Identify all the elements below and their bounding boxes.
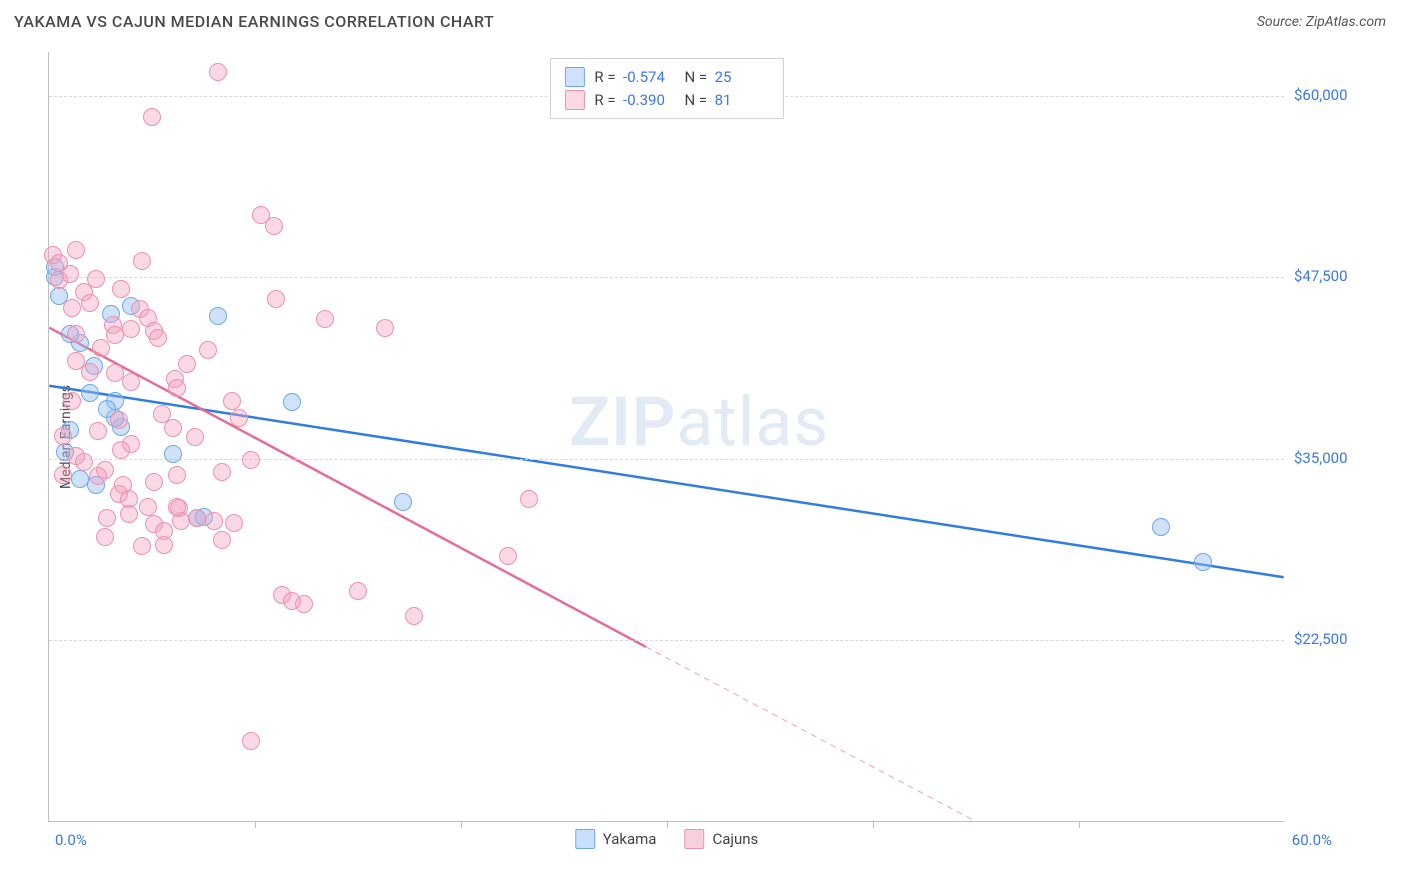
- scatter-point: [1194, 553, 1212, 571]
- scatter-point: [209, 307, 227, 325]
- scatter-point: [54, 427, 72, 445]
- scatter-point: [63, 392, 81, 410]
- scatter-point: [265, 217, 283, 235]
- scatter-point: [283, 592, 301, 610]
- legend-stats-row: R = -0.390 N = 81: [564, 89, 768, 112]
- scatter-point: [112, 280, 130, 298]
- x-tick: [873, 821, 874, 828]
- scatter-point: [89, 422, 107, 440]
- scatter-point: [1152, 518, 1170, 536]
- scatter-point: [499, 547, 517, 565]
- scatter-point: [143, 108, 161, 126]
- legend-swatch: [564, 67, 584, 87]
- scatter-point: [92, 339, 110, 357]
- scatter-point: [89, 467, 107, 485]
- x-label-max: 60.0%: [1292, 831, 1332, 849]
- scatter-point: [168, 379, 186, 397]
- x-label-min: 0.0%: [55, 831, 87, 849]
- scatter-point: [122, 320, 140, 338]
- x-tick: [667, 821, 668, 828]
- legend-swatch: [564, 90, 584, 110]
- x-tick: [461, 821, 462, 828]
- scatter-point: [149, 329, 167, 347]
- scatter-point: [520, 490, 538, 508]
- scatter-point: [50, 271, 68, 289]
- scatter-point: [81, 294, 99, 312]
- scatter-point: [145, 473, 163, 491]
- scatter-point: [283, 393, 301, 411]
- scatter-point: [67, 325, 85, 343]
- y-tick-label: $47,500: [1294, 267, 1394, 285]
- y-tick-label: $60,000: [1294, 86, 1394, 104]
- scatter-point: [349, 582, 367, 600]
- scatter-point: [98, 509, 116, 527]
- scatter-point: [213, 531, 231, 549]
- scatter-point: [316, 310, 334, 328]
- scatter-point: [81, 384, 99, 402]
- scatter-point: [188, 509, 206, 527]
- scatter-point: [71, 470, 89, 488]
- legend-item: Cajuns: [684, 829, 758, 849]
- scatter-point: [67, 447, 85, 465]
- scatter-point: [205, 512, 223, 530]
- scatter-point: [213, 463, 231, 481]
- scatter-point: [242, 732, 260, 750]
- scatter-point: [164, 445, 182, 463]
- scatter-point: [122, 373, 140, 391]
- gridline: [49, 640, 1284, 641]
- chart-source: Source: ZipAtlas.com: [1257, 14, 1386, 30]
- scatter-point: [199, 341, 217, 359]
- scatter-point: [54, 466, 72, 484]
- legend-stats: R = -0.574 N = 25R = -0.390 N = 81: [549, 58, 783, 119]
- legend-label: Cajuns: [712, 830, 758, 848]
- scatter-point: [405, 607, 423, 625]
- scatter-point: [67, 352, 85, 370]
- scatter-point: [168, 466, 186, 484]
- scatter-point: [186, 428, 204, 446]
- scatter-point: [106, 364, 124, 382]
- chart-header: YAKAMA VS CAJUN MEDIAN EARNINGS CORRELAT…: [0, 0, 1406, 39]
- scatter-point: [139, 498, 157, 516]
- scatter-point: [133, 252, 151, 270]
- scatter-point: [120, 505, 138, 523]
- chart-plot-area: Median Earnings ZIPatlas 0.0% 60.0% $22,…: [48, 52, 1284, 822]
- x-tick: [255, 821, 256, 828]
- legend-stats-row: R = -0.574 N = 25: [564, 66, 768, 89]
- x-tick: [1079, 821, 1080, 828]
- scatter-point: [230, 409, 248, 427]
- legend-item: Yakama: [575, 829, 657, 849]
- scatter-point: [168, 498, 186, 516]
- scatter-point: [110, 411, 128, 429]
- legend-series: Yakama Cajuns: [575, 829, 759, 849]
- legend-swatch: [684, 829, 704, 849]
- scatter-point: [376, 319, 394, 337]
- regression-lines: [49, 52, 1284, 821]
- scatter-point: [242, 451, 260, 469]
- scatter-point: [267, 290, 285, 308]
- chart-title: YAKAMA VS CAJUN MEDIAN EARNINGS CORRELAT…: [14, 12, 494, 31]
- watermark: ZIPatlas: [569, 382, 829, 462]
- y-tick-label: $35,000: [1294, 449, 1394, 467]
- scatter-point: [394, 493, 412, 511]
- scatter-point: [164, 419, 182, 437]
- scatter-point: [63, 299, 81, 317]
- legend-swatch: [575, 829, 595, 849]
- scatter-point: [96, 528, 114, 546]
- scatter-point: [87, 270, 105, 288]
- scatter-point: [223, 392, 241, 410]
- legend-label: Yakama: [603, 830, 657, 848]
- scatter-point: [209, 63, 227, 81]
- scatter-point: [225, 514, 243, 532]
- gridline: [49, 277, 1284, 278]
- scatter-point: [133, 537, 151, 555]
- scatter-point: [178, 355, 196, 373]
- gridline: [49, 459, 1284, 460]
- scatter-point: [67, 241, 85, 259]
- scatter-point: [106, 326, 124, 344]
- y-tick-label: $22,500: [1294, 630, 1394, 648]
- scatter-point: [155, 536, 173, 554]
- scatter-point: [112, 441, 130, 459]
